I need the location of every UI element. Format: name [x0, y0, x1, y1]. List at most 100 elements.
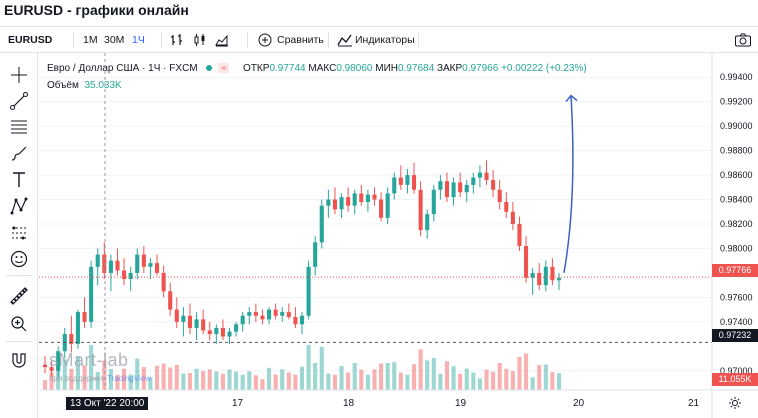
y-tick-label: 0.97400 [720, 317, 753, 327]
volume-bar [56, 364, 61, 390]
zoom-icon[interactable] [9, 314, 29, 334]
emoji-icon[interactable] [9, 249, 29, 269]
magnet-icon[interactable] [9, 350, 29, 370]
candle-body [530, 272, 535, 278]
volume-bar [517, 356, 522, 390]
volume-bar [75, 356, 80, 390]
volume-bar [411, 364, 417, 390]
volume-bar [451, 366, 456, 390]
brush-icon[interactable] [9, 144, 29, 164]
y-tick-label: 0.98200 [720, 219, 753, 229]
text-icon[interactable] [9, 170, 29, 190]
bars-chart-icon[interactable] [170, 33, 184, 47]
price-chart[interactable]: 0.99400 0.99200 0.99000 0.98800 0.98600 0.984… [39, 53, 758, 418]
candle-body [108, 260, 113, 273]
forecast-icon[interactable] [9, 223, 29, 243]
volume-bar [161, 363, 166, 390]
indicators-button[interactable]: Индикаторы [355, 34, 415, 46]
fib-icon[interactable] [9, 117, 29, 137]
candle-body [504, 201, 509, 212]
volume-bar [135, 358, 140, 390]
toolbar-divider [247, 32, 248, 48]
volume-bar [372, 369, 377, 390]
candle-body [201, 319, 206, 331]
indicators-icon[interactable] [337, 33, 353, 47]
pattern-icon[interactable] [9, 196, 29, 216]
volume-bar [267, 367, 272, 390]
compare-button[interactable]: Сравнить [277, 34, 324, 46]
watermark-sub-prefix: при поддержке [49, 374, 105, 383]
candle-body [451, 182, 456, 198]
candle-body [458, 182, 463, 193]
volume-bar [497, 363, 502, 390]
candle-body [75, 312, 80, 344]
candle-body [359, 193, 364, 202]
x-label: 19 [455, 398, 467, 409]
volume-label[interactable]: Объём [47, 80, 79, 91]
candle-body [293, 316, 298, 325]
volume-bar [181, 373, 186, 390]
candle-body [326, 199, 331, 206]
volume-bar [392, 362, 397, 390]
timeframe-1m[interactable]: 1M [83, 34, 98, 46]
volume-bar [207, 369, 212, 390]
volume-bar [444, 361, 450, 390]
timeframe-1h[interactable]: 1Ч [132, 34, 145, 46]
volume-bar [299, 366, 305, 390]
volume-legend: Объём 35.033K [47, 80, 122, 91]
candle-body [392, 177, 397, 194]
camera-icon[interactable] [734, 32, 752, 48]
settings-gear-icon[interactable] [728, 396, 742, 410]
volume-bar [201, 370, 206, 390]
candle-body [240, 315, 245, 325]
y-tick-label: 0.97000 [720, 366, 753, 376]
volume-value: 35.033K [84, 80, 122, 91]
candle-body [214, 327, 219, 335]
x-label: 18 [343, 398, 355, 409]
timeframe-30m[interactable]: 30M [104, 34, 125, 46]
symbol-search[interactable]: EURUSD [8, 34, 53, 46]
volume-bar [234, 371, 239, 390]
page-title: EURUSD - графики онлайн [4, 2, 189, 18]
high-label: МАКС [308, 63, 337, 74]
candle-body [154, 263, 160, 273]
volume-bar [504, 368, 509, 390]
candle-body [273, 309, 278, 316]
watermark-sub: при поддержке TradingView [49, 374, 151, 383]
volume-bar [313, 363, 318, 390]
candle-body [339, 197, 344, 210]
volume-bar [108, 369, 113, 390]
watermark-logo: sMart-lab [49, 350, 129, 370]
candles-chart-icon[interactable] [193, 33, 207, 47]
compare-plus-icon[interactable] [258, 33, 272, 47]
candle-body [352, 193, 357, 206]
trend-line-icon[interactable] [9, 91, 29, 111]
volume-bars [42, 345, 562, 390]
area-chart-icon[interactable] [215, 33, 229, 47]
volume-bar [102, 360, 107, 390]
volume-bar [379, 363, 384, 390]
volume-bar [122, 368, 127, 390]
volume-bar [365, 374, 370, 390]
sidebar-divider [6, 341, 32, 342]
volume-bar [405, 374, 410, 390]
volume-bar [49, 372, 54, 390]
volume-bar [247, 371, 252, 390]
candle-body [491, 179, 496, 190]
candle-body [411, 175, 417, 190]
candle-body [510, 211, 515, 224]
crosshair-icon[interactable] [9, 65, 29, 85]
candle-body [82, 312, 87, 322]
ruler-icon[interactable] [9, 286, 29, 306]
candle-body [484, 172, 489, 180]
volume-bar [352, 363, 357, 390]
candle-body [286, 312, 291, 317]
volume-bar [227, 369, 232, 390]
candle-body [280, 312, 285, 316]
watermark-sub-brand: TradingView [106, 374, 151, 383]
candle-body [141, 254, 146, 267]
candle-body [95, 254, 100, 267]
chart-grid [39, 76, 712, 372]
instrument-name[interactable]: Евро / Доллар США · 1Ч · FXCM [47, 63, 198, 74]
volume-bar [543, 364, 548, 390]
